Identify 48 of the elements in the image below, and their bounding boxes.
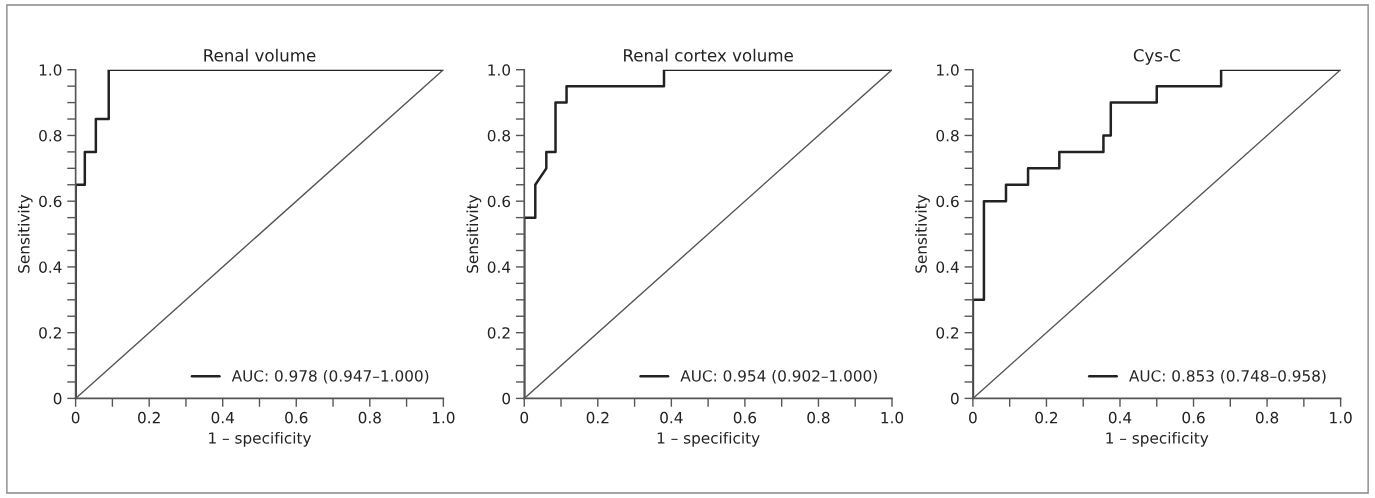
y-tick-label: 0.2 <box>936 327 959 339</box>
y-tick-label: 0 <box>502 392 511 405</box>
y-tick-label: 1.0 <box>937 64 959 76</box>
chart-title: Cys-C <box>1133 49 1180 65</box>
y-tick-label: 0.8 <box>936 129 959 142</box>
y-tick-label: 0.4 <box>39 261 62 273</box>
y-tick-label: 0.8 <box>487 129 511 142</box>
y-tick-label: 0 <box>950 392 959 405</box>
x-tick-label: 0.4 <box>1108 411 1132 424</box>
legend-label: AUC: 0.853 (0.748–0.958) <box>1129 369 1326 384</box>
chart-title: Renal volume <box>204 48 316 62</box>
x-tick-label: 0 <box>969 411 977 424</box>
x-axis-title: 1 – specificity <box>209 431 312 447</box>
x-tick-label: 0.6 <box>285 411 308 424</box>
x-tick-label: 0.8 <box>358 411 381 424</box>
x-tick-label: 0.2 <box>1035 411 1058 424</box>
y-tick-label: 0.6 <box>487 195 511 208</box>
y-tick-label: 0.8 <box>39 129 62 142</box>
x-tick-label: 0 <box>71 411 80 424</box>
y-tick-label: 0 <box>53 392 62 405</box>
y-tick-label: 0.4 <box>936 261 959 273</box>
legend-label: AUC: 0.978 (0.947–1.000) <box>231 369 429 384</box>
y-tick-label: 0.6 <box>936 195 959 208</box>
y-tick-label: 1.0 <box>488 64 511 76</box>
x-tick-label: 1.0 <box>1330 411 1352 424</box>
y-axis-title: Sensitivity <box>17 194 33 273</box>
x-axis-title: 1 – specificity <box>657 431 760 447</box>
x-tick-label: 1.0 <box>881 411 904 424</box>
y-axis-title: Sensitivity <box>915 194 930 273</box>
legend-label: AUC: 0.954 (0.902–1.000) <box>680 369 877 384</box>
y-tick-label: 0.2 <box>487 327 510 339</box>
x-tick-label: 1.0 <box>432 411 455 424</box>
x-tick-label: 0.2 <box>586 411 609 424</box>
x-tick-label: 0.4 <box>211 411 235 424</box>
x-tick-label: 0.8 <box>1255 411 1279 424</box>
y-tick-label: 1.0 <box>39 64 62 76</box>
chart-title: Renal cortex volume <box>624 48 793 62</box>
x-tick-label: 0.2 <box>138 411 160 424</box>
x-axis-title: 1 – specificity <box>1106 431 1209 447</box>
x-tick-label: 0 <box>520 411 529 424</box>
y-axis-title: Sensitivity <box>466 194 482 273</box>
y-tick-label: 0.6 <box>39 195 62 208</box>
x-tick-label: 0.8 <box>807 411 830 424</box>
y-tick-label: 0.2 <box>39 327 61 339</box>
x-tick-label: 0.6 <box>1182 411 1205 424</box>
x-tick-label: 0.6 <box>733 411 757 424</box>
y-tick-label: 0.4 <box>487 261 511 273</box>
x-tick-label: 0.4 <box>660 411 683 424</box>
